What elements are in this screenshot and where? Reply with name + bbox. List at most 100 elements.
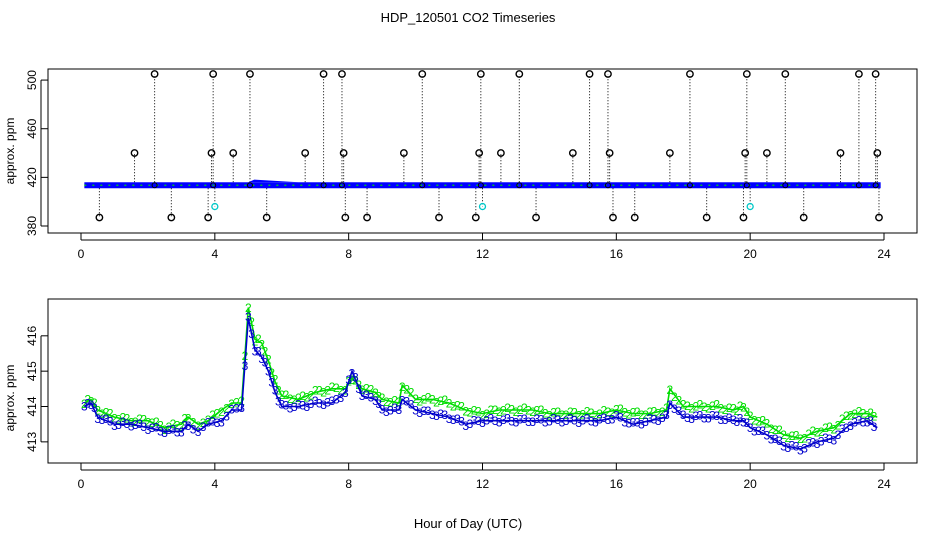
spike-point [871,70,880,78]
series-marker-3: 3 [238,401,245,415]
series-marker-2: 2 [697,397,704,411]
series-marker-2: 2 [751,414,758,428]
series-marker-2: 2 [295,391,302,405]
series-marker-2: 2 [596,407,603,421]
series-marker-2: 2 [107,407,114,421]
series-marker-2: 2 [278,388,285,402]
series-marker-2: 2 [642,408,649,422]
series-marker-3: 3 [697,408,704,422]
series-marker-2: 2 [822,421,829,435]
series-marker-2: 2 [830,422,837,436]
spike-point [739,213,748,222]
series-marker-3: 3 [333,393,340,407]
series-marker-2: 2 [810,424,817,438]
spike-point [301,149,310,157]
series-marker-2: 2 [525,403,532,417]
series-marker-3: 3 [209,414,216,428]
series-marker-3: 3 [818,435,825,449]
series-marker-2: 2 [621,405,628,419]
series-marker-2: 2 [559,408,566,422]
series-marker-3: 3 [396,403,403,417]
series-marker-2: 2 [730,401,737,415]
series-marker-3: 3 [871,420,878,434]
baseline-marker [782,182,789,189]
series-marker-3: 3 [546,415,553,429]
series-marker-2: 2 [479,408,486,422]
series-marker-3: 3 [375,397,382,411]
series-marker-3: 3 [843,421,850,435]
series-marker-2: 2 [178,419,185,433]
spike-point [702,213,711,222]
series-marker-3: 3 [421,404,428,418]
series-marker-3: 3 [304,400,311,414]
series-marker-3: 3 [525,415,532,429]
series-marker-2: 2 [308,388,315,402]
series-marker-2: 2 [442,393,449,407]
series-marker-2: 2 [864,409,871,423]
y-tick-label: 416 [25,325,39,345]
series-marker-3: 3 [671,402,678,416]
series-marker-3: 3 [856,413,863,427]
series-marker-3: 3 [529,415,536,429]
series-marker-2: 2 [248,315,255,329]
series-marker-2: 2 [496,405,503,419]
x-tick-label: 16 [610,247,624,261]
series-marker-3: 3 [433,409,440,423]
series-marker-3: 3 [805,437,812,451]
spike-point [742,70,751,78]
series-marker-3: 3 [287,401,294,415]
series-marker-3: 3 [705,412,712,426]
series-marker-2: 2 [372,386,379,400]
series-marker-3: 3 [655,414,662,428]
series-marker-2: 2 [272,373,279,387]
series-marker-3: 3 [709,408,716,422]
series-marker-2: 2 [743,405,750,419]
series-marker-3: 3 [136,417,143,431]
series-marker-3: 3 [291,400,298,414]
series-marker-2: 2 [613,403,620,417]
series-marker-2: 2 [195,419,202,433]
series-marker-2: 2 [205,413,212,427]
series-marker-3: 3 [563,414,570,428]
series-marker-3: 3 [275,395,282,409]
baseline-marker [320,182,327,189]
series-marker-2: 2 [692,399,699,413]
series-marker-2: 2 [856,405,863,419]
series-marker-3: 3 [613,409,620,423]
series-marker-2: 2 [190,416,197,430]
spike-point [585,70,594,78]
series-marker-2: 2 [638,408,645,422]
series-marker-2: 2 [818,425,825,439]
series-marker-3: 3 [140,420,147,434]
series-marker-2: 2 [287,392,294,406]
series-marker-2: 2 [265,353,272,367]
baseline-marker [338,182,345,189]
series-marker-2: 2 [363,382,370,396]
baseline-marker [872,182,879,189]
series-marker-3: 3 [776,434,783,448]
series-marker-3: 3 [747,421,754,435]
series-marker-2: 2 [701,400,708,414]
series-marker-2: 2 [349,373,356,387]
series-marker-3: 3 [84,397,91,411]
series-marker-3: 3 [680,408,687,422]
series-marker-2: 2 [99,407,106,421]
series-marker-2: 2 [747,409,754,423]
series-marker-2: 2 [667,383,674,397]
bottom-y-axis-label: approx. ppm [3,365,17,432]
series-marker-3: 3 [272,384,279,398]
series-marker-2: 2 [521,401,528,415]
series-marker-2: 2 [387,396,394,410]
spike-point [799,213,808,222]
spike-point [605,149,614,157]
spike-point [665,149,674,157]
series-marker-3: 3 [157,424,164,438]
series-marker-3: 3 [383,405,390,419]
series-marker-2: 2 [299,389,306,403]
series-marker-2: 2 [437,394,444,408]
series-marker-2: 2 [128,415,135,429]
series-marker-3: 3 [258,352,265,366]
series-marker-2: 2 [467,406,474,420]
series-marker-3: 3 [740,416,747,430]
